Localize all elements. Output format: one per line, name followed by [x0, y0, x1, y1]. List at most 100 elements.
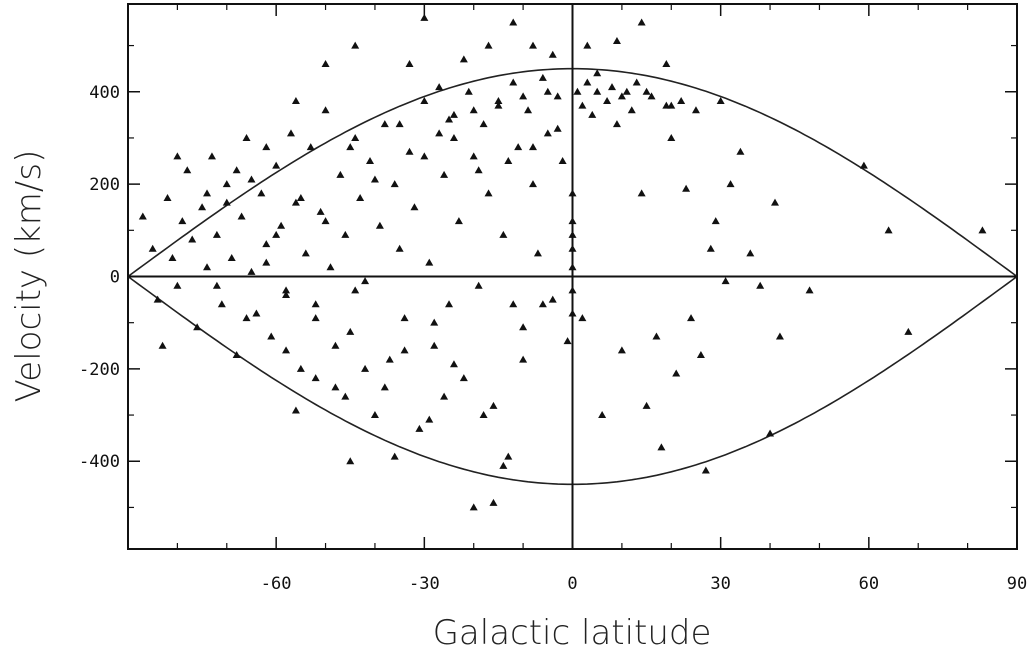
data-point — [173, 281, 182, 289]
data-point — [696, 351, 705, 359]
data-point — [637, 189, 646, 197]
data-point — [425, 415, 434, 423]
data-point — [627, 106, 636, 114]
y-tick-label: -200 — [79, 360, 120, 380]
data-point — [548, 50, 557, 58]
data-point — [662, 60, 671, 68]
data-point — [183, 166, 192, 174]
data-point — [212, 281, 221, 289]
data-point — [667, 101, 676, 109]
data-point — [153, 295, 162, 303]
data-point — [667, 133, 676, 141]
data-point — [277, 221, 286, 229]
x-axis-label: Galactic latitude — [433, 613, 712, 652]
data-point — [499, 230, 508, 238]
data-point — [445, 300, 454, 308]
x-tick-label: -60 — [261, 574, 292, 594]
data-point — [193, 323, 202, 331]
data-point — [593, 87, 602, 95]
data-point — [642, 87, 651, 95]
data-point — [558, 157, 567, 165]
data-point — [449, 360, 458, 368]
data-point — [509, 18, 518, 26]
data-point — [291, 96, 300, 104]
data-point — [148, 244, 157, 252]
x-tick-label: -30 — [409, 574, 440, 594]
data-point — [553, 124, 562, 132]
data-point — [390, 180, 399, 188]
data-point — [746, 249, 755, 257]
data-point — [504, 157, 513, 165]
data-point — [311, 374, 320, 382]
data-point — [528, 143, 537, 151]
data-points — [138, 13, 987, 511]
data-point — [163, 193, 172, 201]
data-point — [321, 60, 330, 68]
data-point — [583, 41, 592, 49]
data-point — [430, 341, 439, 349]
data-point — [528, 180, 537, 188]
data-point — [533, 249, 542, 257]
data-point — [608, 83, 617, 91]
data-point — [232, 166, 241, 174]
data-point — [978, 226, 987, 234]
data-point — [578, 314, 587, 322]
data-point — [775, 332, 784, 340]
data-point — [603, 96, 612, 104]
y-tick-label: 0 — [110, 268, 120, 288]
data-point — [721, 277, 730, 285]
data-point — [716, 96, 725, 104]
data-point — [217, 300, 226, 308]
data-point — [380, 383, 389, 391]
data-point — [543, 129, 552, 137]
data-point — [568, 309, 577, 317]
data-point — [770, 198, 779, 206]
data-point — [198, 203, 207, 211]
data-point — [479, 120, 488, 128]
data-point — [252, 309, 261, 317]
data-point — [469, 106, 478, 114]
data-point — [262, 258, 271, 266]
data-point — [188, 235, 197, 243]
reference-lines — [128, 4, 1017, 549]
data-point — [410, 203, 419, 211]
data-point — [756, 281, 765, 289]
data-point — [459, 55, 468, 63]
data-point — [499, 461, 508, 469]
data-point — [612, 36, 621, 44]
data-point — [222, 180, 231, 188]
data-point — [687, 314, 696, 322]
y-tick-label: 400 — [89, 83, 120, 103]
data-point — [617, 346, 626, 354]
data-point — [178, 217, 187, 225]
data-point — [291, 198, 300, 206]
data-point — [859, 161, 868, 169]
data-point — [341, 392, 350, 400]
data-point — [642, 401, 651, 409]
data-point — [351, 41, 360, 49]
data-point — [420, 96, 429, 104]
data-point — [701, 466, 710, 474]
data-point — [370, 411, 379, 419]
data-point — [514, 143, 523, 151]
data-point — [568, 244, 577, 252]
data-point — [242, 133, 251, 141]
data-point — [474, 166, 483, 174]
x-tick-label: 30 — [710, 574, 730, 594]
data-point — [282, 286, 291, 294]
data-point — [286, 129, 295, 137]
data-point — [375, 221, 384, 229]
data-point — [593, 69, 602, 77]
data-point — [138, 212, 147, 220]
data-point — [257, 189, 266, 197]
data-point — [504, 452, 513, 460]
data-point — [805, 286, 814, 294]
data-point — [425, 258, 434, 266]
data-point — [282, 346, 291, 354]
data-point — [691, 106, 700, 114]
data-point — [405, 60, 414, 68]
data-point — [207, 152, 216, 160]
data-point — [311, 300, 320, 308]
data-point — [306, 143, 315, 151]
